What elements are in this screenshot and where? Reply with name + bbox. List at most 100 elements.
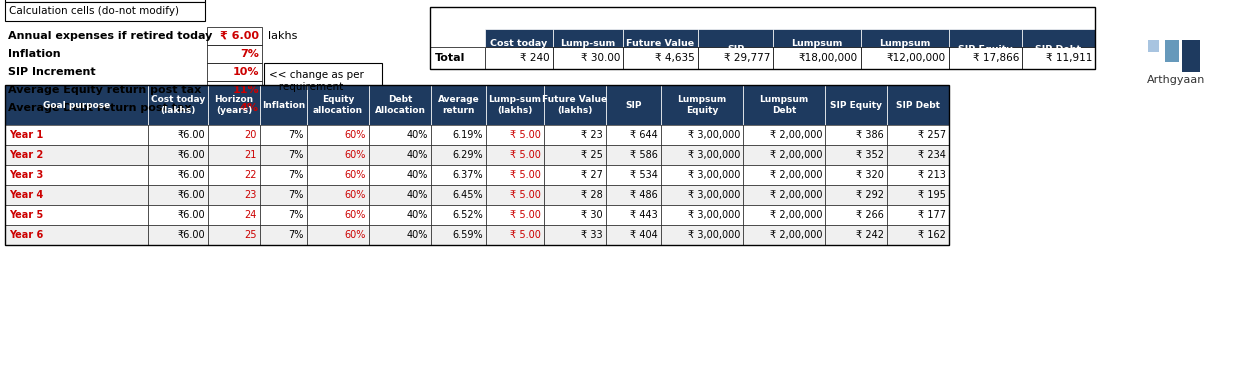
FancyBboxPatch shape <box>887 165 949 185</box>
FancyBboxPatch shape <box>208 125 261 145</box>
Text: Year 2: Year 2 <box>9 150 43 160</box>
FancyBboxPatch shape <box>486 225 544 245</box>
FancyBboxPatch shape <box>743 145 825 165</box>
FancyBboxPatch shape <box>369 145 431 165</box>
FancyBboxPatch shape <box>208 205 261 225</box>
FancyBboxPatch shape <box>544 145 606 165</box>
FancyBboxPatch shape <box>5 145 148 165</box>
FancyBboxPatch shape <box>307 205 369 225</box>
Text: 7%: 7% <box>289 170 304 180</box>
FancyBboxPatch shape <box>825 205 887 225</box>
FancyBboxPatch shape <box>1181 40 1200 72</box>
FancyBboxPatch shape <box>949 29 1023 69</box>
Text: 24: 24 <box>244 210 257 220</box>
FancyBboxPatch shape <box>208 165 261 185</box>
FancyBboxPatch shape <box>208 85 261 125</box>
Text: ₹ 195: ₹ 195 <box>918 190 946 200</box>
Text: Inflation: Inflation <box>262 100 305 109</box>
FancyBboxPatch shape <box>369 85 431 125</box>
FancyBboxPatch shape <box>307 145 369 165</box>
Text: Cost today
(lakhs): Cost today (lakhs) <box>490 39 547 59</box>
Text: 11%: 11% <box>232 85 259 95</box>
Text: ₹ 2,00,000: ₹ 2,00,000 <box>769 230 822 240</box>
FancyBboxPatch shape <box>261 205 307 225</box>
FancyBboxPatch shape <box>743 185 825 205</box>
FancyBboxPatch shape <box>369 125 431 145</box>
FancyBboxPatch shape <box>148 145 208 165</box>
FancyBboxPatch shape <box>207 81 262 99</box>
FancyBboxPatch shape <box>486 145 544 165</box>
FancyBboxPatch shape <box>861 29 949 69</box>
FancyBboxPatch shape <box>5 0 205 2</box>
Text: ₹ 644: ₹ 644 <box>630 130 658 140</box>
FancyBboxPatch shape <box>486 205 544 225</box>
FancyBboxPatch shape <box>431 125 486 145</box>
FancyBboxPatch shape <box>661 145 743 165</box>
FancyBboxPatch shape <box>369 205 431 225</box>
FancyBboxPatch shape <box>606 205 661 225</box>
Text: 40%: 40% <box>407 130 428 140</box>
FancyBboxPatch shape <box>5 85 148 125</box>
Text: 40%: 40% <box>407 170 428 180</box>
Text: Lumpsum
Debt: Lumpsum Debt <box>880 39 931 59</box>
FancyBboxPatch shape <box>825 225 887 245</box>
FancyBboxPatch shape <box>825 185 887 205</box>
FancyBboxPatch shape <box>553 47 623 69</box>
Text: ₹ 386: ₹ 386 <box>856 130 884 140</box>
Text: ₹ 586: ₹ 586 <box>630 150 658 160</box>
Text: ₹ 6.00: ₹ 6.00 <box>220 31 259 41</box>
Text: ₹ 5.00: ₹ 5.00 <box>510 170 541 180</box>
Text: ₹ 2,00,000: ₹ 2,00,000 <box>769 150 822 160</box>
Text: ₹ 11,911: ₹ 11,911 <box>1046 53 1092 63</box>
Text: Calculation cells (do-not modify): Calculation cells (do-not modify) <box>9 6 179 16</box>
FancyBboxPatch shape <box>148 205 208 225</box>
FancyBboxPatch shape <box>743 225 825 245</box>
FancyBboxPatch shape <box>606 165 661 185</box>
FancyBboxPatch shape <box>743 205 825 225</box>
Text: 7%: 7% <box>240 49 259 59</box>
FancyBboxPatch shape <box>208 185 261 205</box>
Text: ₹ 3,00,000: ₹ 3,00,000 <box>688 170 740 180</box>
Text: ₹ 30: ₹ 30 <box>581 210 603 220</box>
Text: ₹ 4,635: ₹ 4,635 <box>655 53 695 63</box>
FancyBboxPatch shape <box>887 145 949 165</box>
Text: ₹ 213: ₹ 213 <box>918 170 946 180</box>
FancyBboxPatch shape <box>887 125 949 145</box>
Text: Average Equity return post tax: Average Equity return post tax <box>7 85 201 95</box>
FancyBboxPatch shape <box>697 29 773 69</box>
Text: ₹ 242: ₹ 242 <box>856 230 884 240</box>
FancyBboxPatch shape <box>825 145 887 165</box>
Text: 60%: 60% <box>345 190 366 200</box>
FancyBboxPatch shape <box>307 165 369 185</box>
FancyBboxPatch shape <box>606 85 661 125</box>
Text: 7%: 7% <box>289 150 304 160</box>
Text: ₹ 352: ₹ 352 <box>856 150 884 160</box>
Text: SIP: SIP <box>727 44 745 54</box>
Text: ₹6.00: ₹6.00 <box>177 130 205 140</box>
Text: 6.59%: 6.59% <box>453 230 483 240</box>
FancyBboxPatch shape <box>207 27 262 45</box>
Text: ₹ 2,00,000: ₹ 2,00,000 <box>769 210 822 220</box>
FancyBboxPatch shape <box>661 85 743 125</box>
FancyBboxPatch shape <box>861 47 949 69</box>
FancyBboxPatch shape <box>261 145 307 165</box>
Text: ₹ 29,777: ₹ 29,777 <box>724 53 769 63</box>
FancyBboxPatch shape <box>544 165 606 185</box>
Text: ₹18,00,000: ₹18,00,000 <box>799 53 858 63</box>
Text: ₹ 234: ₹ 234 <box>918 150 946 160</box>
Text: Year 6: Year 6 <box>9 230 43 240</box>
Text: 40%: 40% <box>407 210 428 220</box>
FancyBboxPatch shape <box>544 225 606 245</box>
Text: 40%: 40% <box>407 190 428 200</box>
FancyBboxPatch shape <box>743 165 825 185</box>
Text: ₹12,00,000: ₹12,00,000 <box>887 53 946 63</box>
FancyBboxPatch shape <box>485 47 553 69</box>
Text: 23: 23 <box>244 190 257 200</box>
FancyBboxPatch shape <box>431 205 486 225</box>
Text: Equity
allocation: Equity allocation <box>313 95 364 115</box>
FancyBboxPatch shape <box>148 85 208 125</box>
Text: 7%: 7% <box>289 130 304 140</box>
FancyBboxPatch shape <box>208 225 261 245</box>
Text: SIP Equity: SIP Equity <box>958 44 1013 54</box>
FancyBboxPatch shape <box>544 185 606 205</box>
